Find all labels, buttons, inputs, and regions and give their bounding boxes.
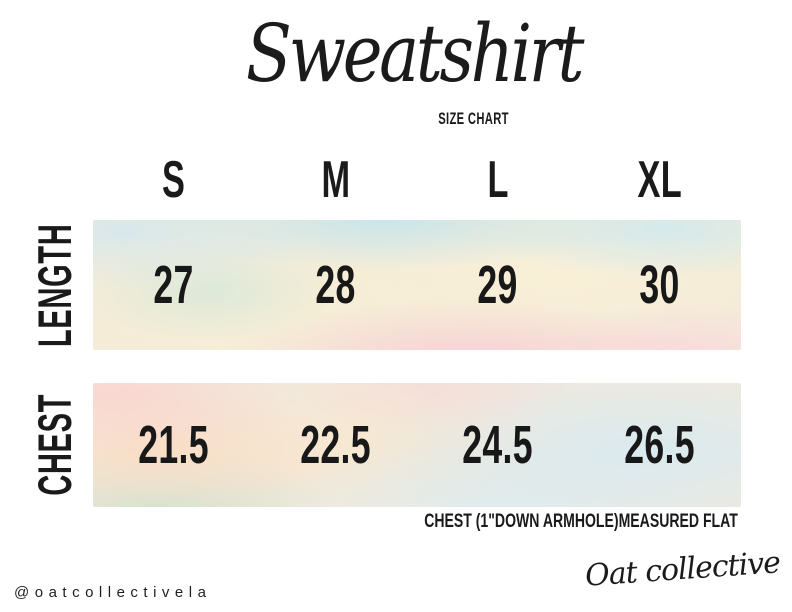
measurement-note: CHEST (1"DOWN ARMHOLE)MEASURED FLAT xyxy=(314,511,738,533)
chest-value-s: 21.5 xyxy=(93,383,255,507)
length-value-s-text: 27 xyxy=(153,255,195,315)
length-watercolor-band: 27 28 29 30 xyxy=(93,220,741,350)
size-header-s: S xyxy=(93,151,255,209)
page-title: Sweatshirt xyxy=(0,10,792,98)
chest-value-m-text: 22.5 xyxy=(300,415,372,475)
row-label-chest: CHEST xyxy=(24,365,84,525)
size-header-xl: XL xyxy=(579,151,741,209)
length-value-l: 29 xyxy=(417,220,579,350)
size-header-s-label: S xyxy=(162,151,186,209)
length-value-l-text: 29 xyxy=(477,255,519,315)
instagram-handle: @oatcollectivela xyxy=(14,584,212,601)
length-value-m-text: 28 xyxy=(315,255,357,315)
length-value-xl: 30 xyxy=(579,220,741,350)
measurement-note-text: CHEST (1"DOWN ARMHOLE)MEASURED FLAT xyxy=(424,511,738,532)
size-header-l-label: L xyxy=(487,151,509,209)
size-header-m: M xyxy=(255,151,417,209)
row-label-length-text: LENGTH xyxy=(27,223,81,347)
chest-value-l-text: 24.5 xyxy=(462,415,534,475)
chest-value-xl: 26.5 xyxy=(579,383,741,507)
chest-value-m: 22.5 xyxy=(255,383,417,507)
length-value-s: 27 xyxy=(93,220,255,350)
size-header-l: L xyxy=(417,151,579,209)
row-label-chest-text: CHEST xyxy=(27,394,81,496)
length-value-xl-text: 30 xyxy=(639,255,681,315)
page-subtitle-text: SIZE CHART xyxy=(437,109,509,128)
page-title-text: Sweatshirt xyxy=(246,7,585,100)
chest-value-l: 24.5 xyxy=(417,383,579,507)
chest-value-xl-text: 26.5 xyxy=(624,415,696,475)
chest-value-s-text: 21.5 xyxy=(138,415,210,475)
page-subtitle: SIZE CHART xyxy=(403,109,543,129)
chest-watercolor-band: 21.5 22.5 24.5 26.5 xyxy=(93,383,741,507)
row-label-length: LENGTH xyxy=(24,205,84,365)
length-value-m: 28 xyxy=(255,220,417,350)
size-header-xl-label: XL xyxy=(637,151,683,209)
brand-signature: Oat collective xyxy=(583,545,781,594)
size-header-m-label: M xyxy=(321,151,351,209)
